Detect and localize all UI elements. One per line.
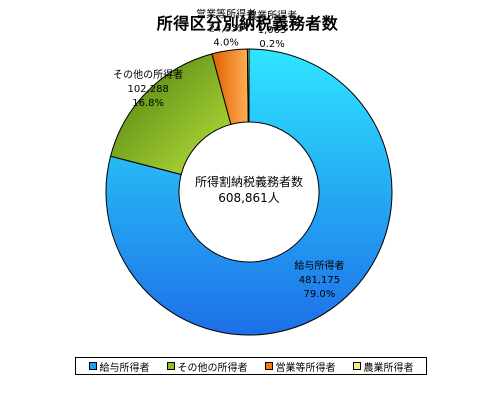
slice-salary [105,48,393,336]
label-percent: 16.8% [132,98,164,109]
legend-label: その他の所得者 [177,362,248,374]
label-category: 給与所得者 [294,259,344,272]
label-value: 24,335 [209,24,244,35]
center-label-total: 608,861人 [218,191,280,205]
legend: 給与所得者 その他の所得者 営業等所得者 農業所得者 [75,357,427,375]
chart-title: 所得区分別納税義務者数 [156,14,339,33]
label-percent: 0.2% [259,39,284,50]
legend-label: 営業等所得者 [275,362,336,374]
label-percent: 79.0% [304,289,336,300]
label-value: 102,288 [127,84,168,95]
slice-agriculture [246,48,250,123]
label-category: 農業所得者 [247,9,297,22]
label-value: 481,175 [299,275,340,286]
legend-label: 給与所得者 [99,362,150,374]
legend-item: その他の所得者 [166,359,248,374]
slice-other [109,53,232,176]
label-value: 1,063 [258,25,287,36]
legend-swatch [352,362,361,370]
legend-swatch [88,362,97,370]
center-label-title: 所得割納税義務者数 [195,174,303,189]
legend-item: 給与所得者 [88,359,150,374]
legend-item: 営業等所得者 [264,359,336,374]
label-percent: 4.0% [213,38,238,49]
legend-label: 農業所得者 [363,362,414,374]
label-category: その他の所得者 [113,68,183,81]
legend-item: 農業所得者 [352,359,414,374]
label-category: 営業等所得者 [196,8,256,21]
legend-swatch [166,362,175,370]
legend-swatch [264,362,273,370]
